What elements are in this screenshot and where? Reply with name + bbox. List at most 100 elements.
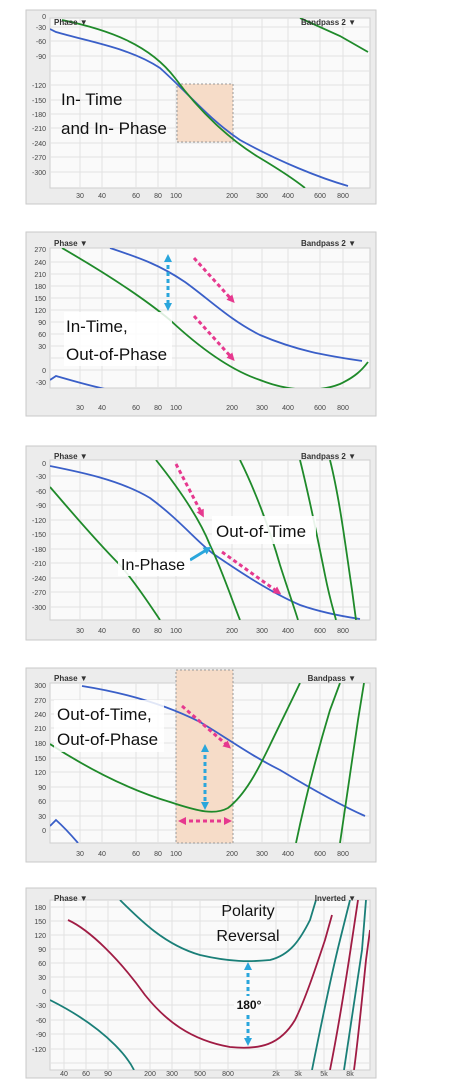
y-tick: 90 [38,320,46,327]
x-tick: 60 [82,1071,90,1078]
x-tick: 500 [194,1071,206,1078]
y-tick: -210 [32,126,46,133]
caption-backdrop [54,700,164,752]
x-tick: 400 [282,628,294,635]
phase-menu[interactable]: Phase ▼ [54,894,88,903]
y-tick: 270 [34,698,46,705]
y-tick-labels: 270 240 210 180 150 120 90 60 30 0 -30 [34,247,46,387]
x-tick: 40 [98,405,106,412]
blue-phase-curve-wrap [50,818,79,843]
y-tick: -30 [36,1003,46,1010]
y-tick: 60 [38,961,46,968]
x-tick: 200 [226,405,238,412]
y-tick: -60 [36,39,46,46]
y-tick: 30 [38,975,46,982]
x-tick: 200 [226,193,238,200]
y-tick: -90 [36,503,46,510]
blue-phase-curve [81,685,366,817]
caption-line-2: Reversal [216,928,279,945]
y-tick: -180 [32,112,46,119]
filter-menu[interactable]: Bandpass 2 ▼ [301,18,356,27]
phase-menu[interactable]: Phase ▼ [54,239,88,248]
polarity-menu[interactable]: Inverted ▼ [315,894,356,903]
teal-phase-curve [311,900,351,1070]
x-tick: 2k [272,1071,280,1078]
y-tick: -240 [32,141,46,148]
panel-5: Phase ▼ Inverted ▼ 180 150 120 90 60 30 … [25,887,377,1079]
phase-menu[interactable]: Phase ▼ [54,18,88,27]
y-tick: 120 [34,770,46,777]
caption-line-1: In- Time [61,90,122,109]
x-tick: 60 [132,405,140,412]
x-tick: 300 [166,1071,178,1078]
y-tick: 30 [38,814,46,821]
y-tick: 0 [42,989,46,996]
phase-menu[interactable]: Phase ▼ [54,452,88,461]
panel-3: Phase ▼ Bandpass 2 ▼ 0 -30 -60 -90 -120 … [25,445,377,641]
x-tick: 80 [154,193,162,200]
y-tick: 150 [34,296,46,303]
y-tick: 240 [34,260,46,267]
green-phase-curve [339,683,365,843]
blue-phase-curve [50,465,361,620]
y-tick: -270 [32,155,46,162]
caption-backdrop [118,552,190,576]
blue-phase-curve [50,28,349,187]
x-tick: 300 [256,628,268,635]
green-phase-curve [299,460,337,620]
filter-menu[interactable]: Bandpass ▼ [308,674,356,683]
y-tick: 120 [34,308,46,315]
y-tick: 180 [34,741,46,748]
phase-menu[interactable]: Phase ▼ [54,674,88,683]
x-tick: 90 [104,1071,112,1078]
y-tick: -30 [36,25,46,32]
cyan-pointer-arrow [189,546,212,562]
caption-out-of-time: Out-of-Time [216,522,306,541]
y-tick: -30 [36,474,46,481]
crimson-phase-curve [353,929,370,1070]
green-phase-curve-wrap [299,18,369,53]
green-phase-curve [329,460,357,620]
panel-1: Phase ▼ Bandpass 2 ▼ 0 -30 -60 -90 -120 … [25,9,377,205]
x-tick: 600 [314,193,326,200]
caption-line-1: Polarity [221,903,274,920]
green-phase-curve [50,683,301,813]
y-tick: 240 [34,712,46,719]
crimson-phase-curve [329,900,359,1070]
x-tick: 5k [320,1071,328,1078]
label-180-degrees: 180° [237,998,262,1012]
y-tick: 210 [34,272,46,279]
y-tick: -300 [32,605,46,612]
caption-backdrop [64,312,172,366]
teal-phase-curve [119,900,317,963]
x-tick-labels: 30 40 60 80 100 200 300 400 600 800 [76,193,349,200]
x-tick: 300 [256,193,268,200]
x-tick: 600 [314,628,326,635]
filter-menu[interactable]: Bandpass 2 ▼ [301,452,356,461]
blue-phase-curve [109,248,363,362]
x-tick: 80 [154,851,162,858]
y-tick: -120 [32,1047,46,1054]
y-tick-labels: 0 -30 -60 -90 -120 -150 -180 -210 -240 -… [32,461,46,612]
x-tick: 200 [226,851,238,858]
y-tick: -90 [36,54,46,61]
y-tick: -90 [36,1032,46,1039]
pink-delay-arrow [181,704,232,749]
y-tick: 150 [34,756,46,763]
x-tick: 40 [98,193,106,200]
y-tick: 270 [34,247,46,254]
y-tick: 120 [34,933,46,940]
y-tick: 210 [34,726,46,733]
x-tick: 60 [132,628,140,635]
x-tick: 40 [98,851,106,858]
x-tick: 400 [282,193,294,200]
y-tick: -300 [32,170,46,177]
green-phase-curve [61,19,306,188]
x-tick: 8k [346,1071,354,1078]
filter-menu[interactable]: Bandpass 2 ▼ [301,239,356,248]
y-tick: 0 [42,14,46,21]
y-tick-labels: 180 150 120 90 60 30 0 -30 -60 -90 -120 [32,905,46,1054]
pink-delay-arrow [192,256,235,303]
x-tick: 300 [256,405,268,412]
